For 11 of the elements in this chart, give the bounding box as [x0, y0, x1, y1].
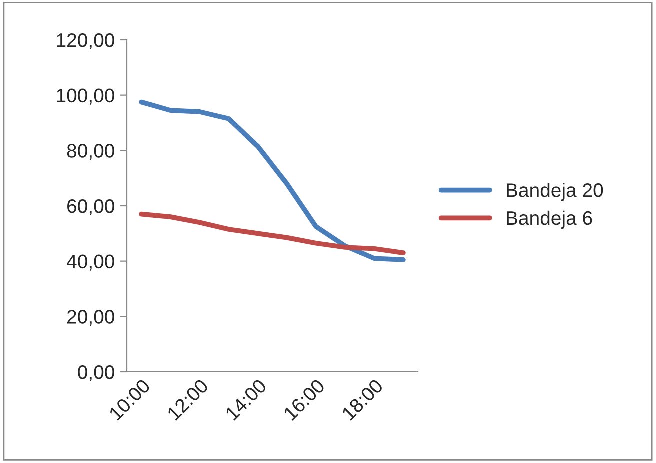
y-tick-label: 100,00: [57, 88, 114, 105]
y-tick-label: 20,00: [68, 310, 114, 326]
y-tick-label: 60,00: [68, 199, 114, 216]
y-tick-label: 40,00: [66, 254, 114, 271]
y-tick-label: 80,00: [67, 144, 114, 160]
legend-label: Bandeja 6: [507, 210, 592, 229]
legend-label: Bandeja 20: [507, 183, 604, 202]
y-tick-label: 120,00: [57, 33, 114, 50]
line-series: [139, 100, 406, 262]
line-series: [139, 212, 406, 256]
y-tick-label: 0,00: [78, 365, 114, 382]
